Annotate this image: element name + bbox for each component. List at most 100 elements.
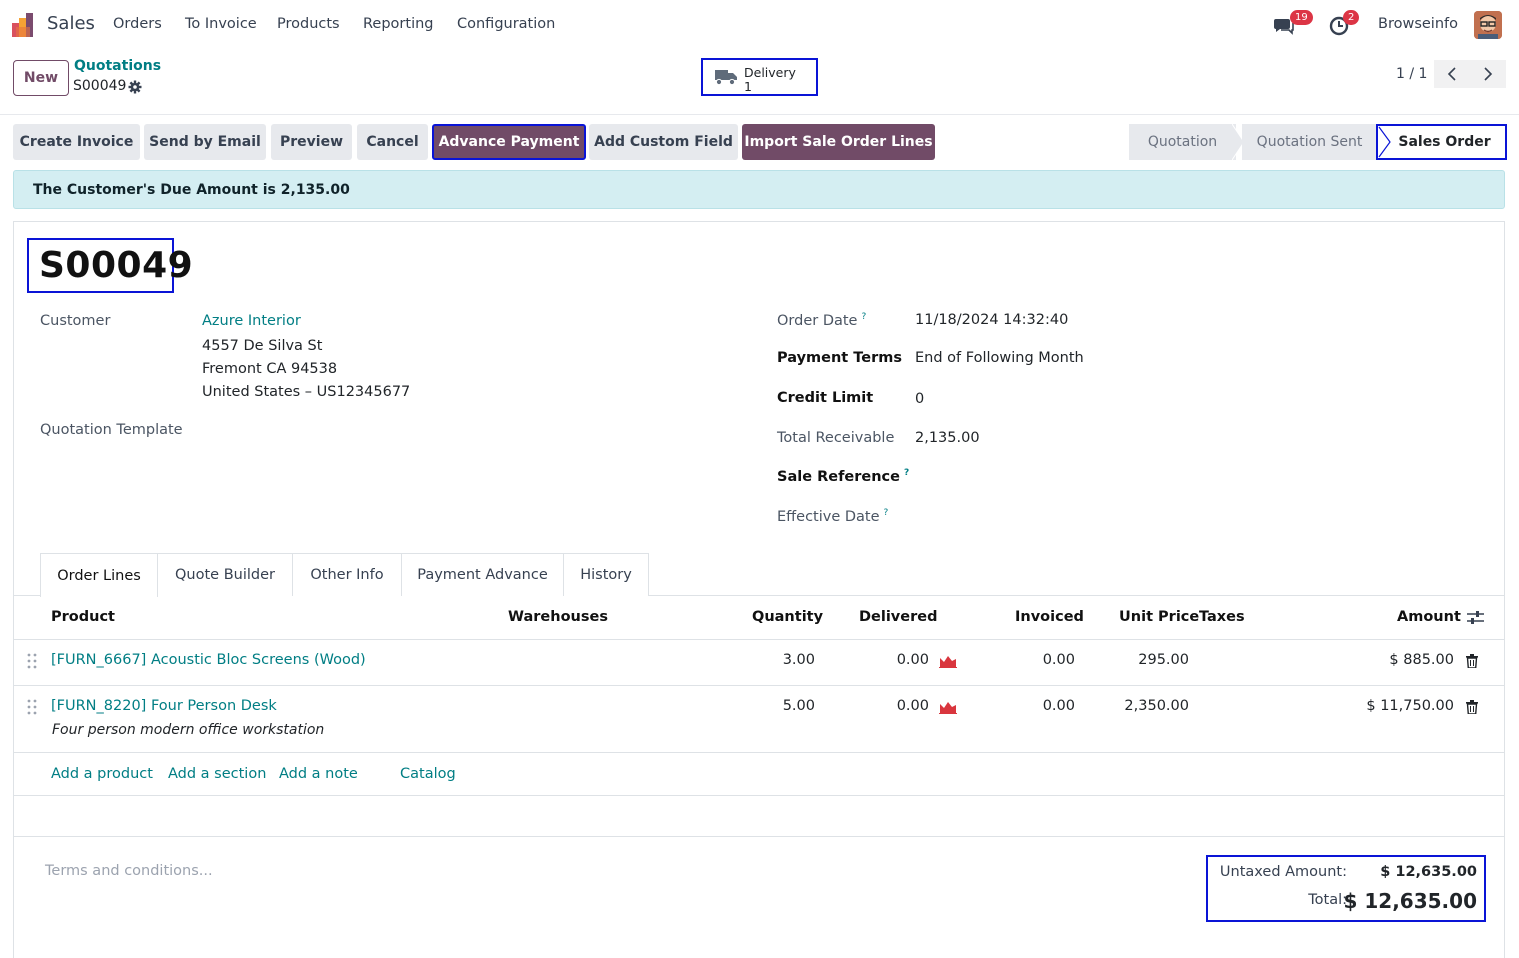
gear-icon[interactable] bbox=[128, 80, 142, 94]
divider bbox=[0, 114, 1519, 115]
payment-terms-label: Payment Terms bbox=[777, 350, 902, 366]
header-divider bbox=[14, 639, 1504, 640]
tab-other-info[interactable]: Other Info bbox=[292, 553, 402, 596]
preview-button[interactable]: Preview bbox=[271, 124, 352, 160]
delivery-smart-button[interactable]: Delivery 1 bbox=[701, 58, 818, 96]
row-divider bbox=[14, 795, 1504, 796]
tab-order-lines[interactable]: Order Lines bbox=[40, 553, 158, 597]
forecast-chart-icon[interactable] bbox=[939, 701, 957, 714]
col-product[interactable]: Product bbox=[51, 609, 115, 625]
add-custom-field-button[interactable]: Add Custom Field bbox=[589, 124, 738, 160]
status-arrow bbox=[1232, 124, 1244, 160]
delivery-count: 1 bbox=[744, 79, 752, 94]
tab-history[interactable]: History bbox=[563, 553, 649, 596]
line-delivered: 0.00 bbox=[896, 652, 929, 668]
line-unit-price[interactable]: 2,350.00 bbox=[1124, 698, 1189, 714]
line-product[interactable]: [FURN_6667] Acoustic Bloc Screens (Wood) bbox=[51, 652, 366, 668]
total-value: $ 12,635.00 bbox=[1343, 889, 1478, 913]
line-amount: $ 11,750.00 bbox=[1366, 698, 1454, 714]
line-product[interactable]: [FURN_8220] Four Person Desk bbox=[51, 698, 277, 714]
order-title: S00049 bbox=[39, 245, 194, 286]
due-amount-alert: The Customer's Due Amount is 2,135.00 bbox=[13, 170, 1505, 209]
drag-handle-icon[interactable] bbox=[27, 653, 37, 669]
order-date-label: Order Date? bbox=[777, 312, 867, 329]
menu-products[interactable]: Products bbox=[277, 16, 340, 32]
drag-handle-icon[interactable] bbox=[27, 699, 37, 715]
cancel-button[interactable]: Cancel bbox=[357, 124, 428, 160]
terms-input[interactable]: Terms and conditions... bbox=[45, 863, 213, 879]
messages-badge: 19 bbox=[1290, 10, 1313, 25]
address-line-2: Fremont CA 94538 bbox=[202, 361, 338, 377]
menu-reporting[interactable]: Reporting bbox=[363, 16, 434, 32]
effective-date-label: Effective Date? bbox=[777, 508, 889, 525]
import-sale-order-lines-button[interactable]: Import Sale Order Lines bbox=[742, 124, 935, 160]
col-unit-price[interactable]: Unit Price bbox=[1119, 609, 1200, 625]
pager-previous-button[interactable] bbox=[1434, 60, 1470, 88]
user-avatar[interactable] bbox=[1474, 11, 1502, 39]
trash-icon[interactable] bbox=[1466, 700, 1478, 714]
help-icon[interactable]: ? bbox=[861, 312, 867, 322]
row-divider bbox=[14, 752, 1504, 753]
pager-next-button[interactable] bbox=[1470, 60, 1506, 88]
line-unit-price[interactable]: 295.00 bbox=[1138, 652, 1189, 668]
col-delivered[interactable]: Delivered bbox=[859, 609, 938, 625]
activities-clock-icon[interactable] bbox=[1328, 14, 1350, 36]
credit-limit-value[interactable]: 0 bbox=[915, 391, 925, 407]
help-icon[interactable]: ? bbox=[883, 508, 889, 518]
tabs-divider bbox=[14, 595, 1504, 596]
line-invoiced: 0.00 bbox=[1042, 652, 1075, 668]
col-taxes[interactable]: Taxes bbox=[1199, 609, 1245, 625]
col-amount[interactable]: Amount bbox=[1397, 609, 1461, 625]
customer-label: Customer bbox=[40, 313, 111, 329]
create-invoice-button[interactable]: Create Invoice bbox=[13, 124, 140, 160]
catalog-link[interactable]: Catalog bbox=[400, 766, 456, 782]
user-name[interactable]: Browseinfo bbox=[1378, 16, 1458, 32]
breadcrumb-quotations[interactable]: Quotations bbox=[74, 58, 162, 74]
add-product-link[interactable]: Add a product bbox=[51, 766, 153, 782]
status-sales-order[interactable]: Sales Order bbox=[1376, 124, 1507, 160]
col-warehouses[interactable]: Warehouses bbox=[508, 609, 608, 625]
trash-icon[interactable] bbox=[1466, 654, 1478, 668]
messages-icon[interactable] bbox=[1273, 14, 1295, 36]
optional-columns-icon[interactable] bbox=[1467, 610, 1484, 625]
customer-link[interactable]: Azure Interior bbox=[202, 313, 301, 329]
forecast-chart-icon[interactable] bbox=[939, 655, 957, 668]
line-description[interactable]: Four person modern office workstation bbox=[52, 722, 325, 738]
title-highlight bbox=[27, 238, 174, 293]
pager-value[interactable]: 1 / 1 bbox=[1396, 66, 1428, 82]
untaxed-value: $ 12,635.00 bbox=[1380, 864, 1477, 880]
chevron-left-icon bbox=[1447, 67, 1456, 81]
untaxed-label: Untaxed Amount: bbox=[1219, 864, 1347, 880]
status-quotation[interactable]: Quotation bbox=[1129, 124, 1236, 160]
advance-payment-button[interactable]: Advance Payment bbox=[432, 124, 586, 160]
payment-terms-value[interactable]: End of Following Month bbox=[915, 350, 1084, 366]
menu-configuration[interactable]: Configuration bbox=[457, 16, 556, 32]
chevron-right-icon bbox=[1484, 67, 1493, 81]
menu-orders[interactable]: Orders bbox=[113, 16, 162, 32]
menu-to-invoice[interactable]: To Invoice bbox=[185, 16, 257, 32]
credit-limit-label: Credit Limit bbox=[777, 390, 874, 406]
tab-quote-builder[interactable]: Quote Builder bbox=[157, 553, 293, 596]
address-line-3: United States – US12345677 bbox=[202, 384, 411, 400]
status-quotation-sent[interactable]: Quotation Sent bbox=[1242, 124, 1377, 160]
order-date-value[interactable]: 11/18/2024 14:32:40 bbox=[915, 312, 1069, 328]
top-navbar: Sales Orders To Invoice Products Reporti… bbox=[0, 0, 1519, 48]
activities-badge: 2 bbox=[1343, 10, 1360, 25]
quotation-template-label: Quotation Template bbox=[40, 422, 183, 438]
col-invoiced[interactable]: Invoiced bbox=[1015, 609, 1084, 625]
total-receivable-label: Total Receivable bbox=[777, 430, 895, 446]
add-note-link[interactable]: Add a note bbox=[279, 766, 358, 782]
add-section-link[interactable]: Add a section bbox=[168, 766, 267, 782]
send-by-email-button[interactable]: Send by Email bbox=[144, 124, 266, 160]
col-quantity[interactable]: Quantity bbox=[752, 609, 824, 625]
help-icon[interactable]: ? bbox=[903, 468, 910, 478]
new-button[interactable]: New bbox=[13, 60, 69, 96]
app-name[interactable]: Sales bbox=[47, 13, 95, 34]
line-quantity[interactable]: 3.00 bbox=[782, 652, 815, 668]
totals-highlight bbox=[1206, 855, 1486, 922]
line-quantity[interactable]: 5.00 bbox=[782, 698, 815, 714]
line-amount: $ 885.00 bbox=[1389, 652, 1454, 668]
sales-app-icon[interactable] bbox=[12, 13, 36, 37]
tab-payment-advance[interactable]: Payment Advance bbox=[401, 553, 564, 596]
delivery-label: Delivery bbox=[744, 65, 796, 80]
